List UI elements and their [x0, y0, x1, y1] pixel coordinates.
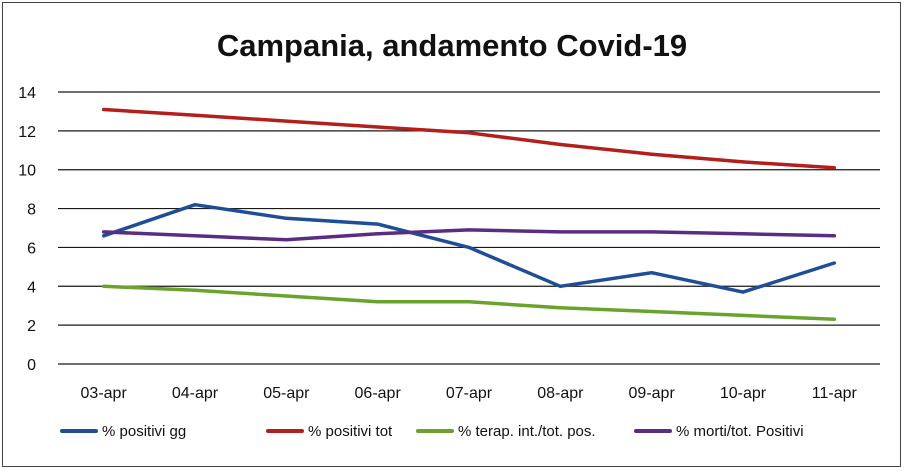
legend: % positivi gg % positivi tot % terap. int.… [60, 423, 804, 440]
gridlines [58, 91, 880, 365]
y-tick-label: 10 [18, 163, 36, 180]
x-axis-ticks: 03-apr 04-apr 05-apr 06-apr 07-apr 08-apr 09-a… [81, 385, 858, 402]
chart-title: Campania, andamento Covid-19 [217, 28, 687, 63]
legend-label: % terap. int./tot. pos. [458, 423, 596, 440]
y-tick-label: 0 [27, 357, 36, 374]
series-lines [101, 107, 837, 322]
y-axis-ticks: 0 2 4 6 8 10 12 14 [18, 85, 36, 374]
legend-label: % positivi gg [102, 423, 186, 440]
x-tick-label: 10-apr [720, 385, 767, 402]
series-line-3 [101, 228, 837, 242]
x-tick-label: 07-apr [446, 385, 493, 402]
x-tick-label: 05-apr [263, 385, 310, 402]
x-tick-label: 03-apr [81, 385, 128, 402]
x-tick-label: 11-apr [812, 385, 858, 402]
y-tick-label: 14 [18, 85, 36, 102]
y-tick-label: 2 [27, 318, 36, 335]
y-tick-label: 4 [27, 279, 36, 296]
x-tick-label: 08-apr [537, 385, 584, 402]
x-tick-label: 09-apr [629, 385, 676, 402]
series-line-0 [101, 202, 837, 294]
y-tick-label: 8 [27, 202, 36, 219]
y-tick-label: 6 [27, 240, 36, 257]
x-tick-label: 04-apr [172, 385, 219, 402]
y-tick-label: 12 [18, 124, 36, 141]
legend-label: % morti/tot. Positivi [676, 423, 804, 440]
legend-label: % positivi tot [308, 423, 393, 440]
series-line-1 [101, 107, 837, 170]
x-tick-label: 06-apr [355, 385, 402, 402]
series-line-2 [101, 284, 837, 322]
